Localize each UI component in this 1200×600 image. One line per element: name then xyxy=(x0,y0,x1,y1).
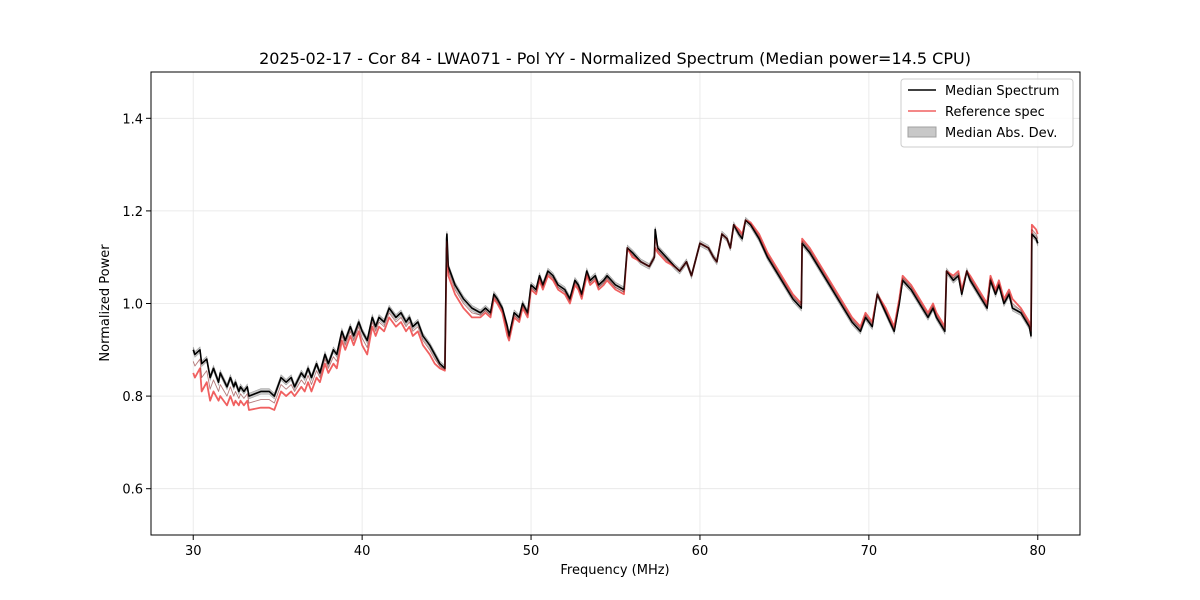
legend-swatch-mad xyxy=(907,126,937,138)
legend-label-mad: Median Abs. Dev. xyxy=(945,126,1057,141)
legend-label-reference: Reference spec xyxy=(945,105,1045,120)
x-tick-label: 30 xyxy=(185,544,202,559)
plot-area xyxy=(192,216,1039,411)
legend: Median Spectrum Reference spec Median Ab… xyxy=(900,78,1074,148)
y-tick-label: 1.2 xyxy=(122,205,143,220)
y-tick-label: 1.0 xyxy=(122,298,143,313)
y-axis-label: Normalized Power xyxy=(98,244,113,362)
x-tick-label: 40 xyxy=(354,544,371,559)
x-axis-label: Frequency (MHz) xyxy=(560,563,669,578)
chart-title: 2025-02-17 - Cor 84 - LWA071 - Pol YY - … xyxy=(259,49,971,68)
y-tick-label: 0.8 xyxy=(122,390,143,405)
y-tick-label: 1.4 xyxy=(122,112,143,127)
legend-label-median: Median Spectrum xyxy=(945,84,1059,99)
x-tick-label: 50 xyxy=(523,544,540,559)
x-tick-label: 60 xyxy=(692,544,709,559)
mad-band xyxy=(192,216,1039,400)
x-tick-label: 70 xyxy=(861,544,878,559)
series-layer xyxy=(192,216,1039,411)
x-axis-ticks: 30 40 50 60 70 80 xyxy=(185,535,1046,559)
median-spectrum-line xyxy=(192,219,1039,397)
legend-box xyxy=(900,78,1074,148)
y-tick-label: 0.6 xyxy=(122,483,143,498)
overlap-line xyxy=(192,219,1039,404)
y-axis-ticks: 0.6 0.8 1.0 1.2 1.4 xyxy=(122,112,151,498)
x-tick-label: 80 xyxy=(1029,544,1046,559)
